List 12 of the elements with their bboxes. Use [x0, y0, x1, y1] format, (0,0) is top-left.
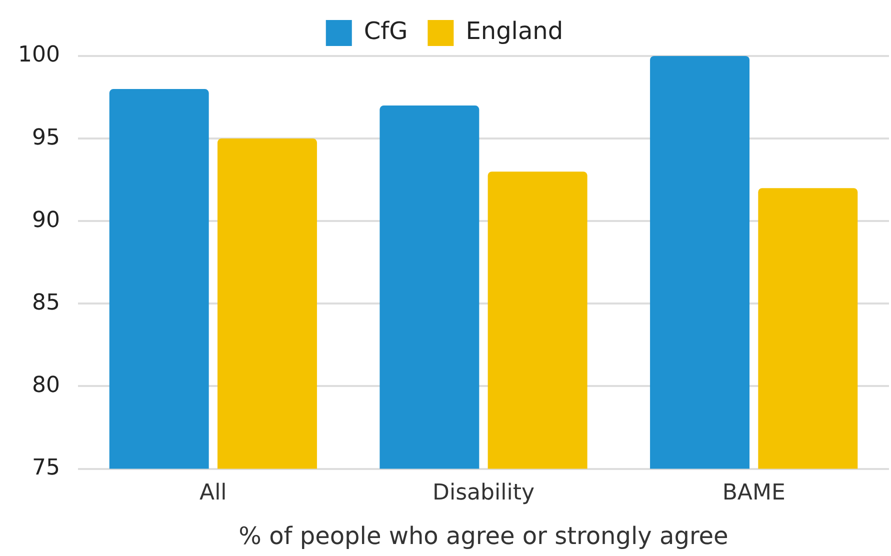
y-tick-label: 80 [32, 372, 60, 398]
y-tick-label: 95 [32, 125, 60, 150]
legend-label: England [466, 17, 564, 46]
x-axis-title: % of people who agree or strongly agree [238, 522, 728, 550]
y-tick-label: 100 [18, 42, 60, 68]
x-tick-label: BAME [722, 480, 786, 506]
y-tick-label: 90 [32, 208, 60, 233]
y-tick-label: 75 [32, 456, 60, 481]
legend-label: CfG [364, 17, 408, 46]
x-tick-label: All [200, 480, 227, 506]
y-tick-label: 85 [32, 290, 60, 316]
x-tick-label: Disability [432, 480, 534, 506]
